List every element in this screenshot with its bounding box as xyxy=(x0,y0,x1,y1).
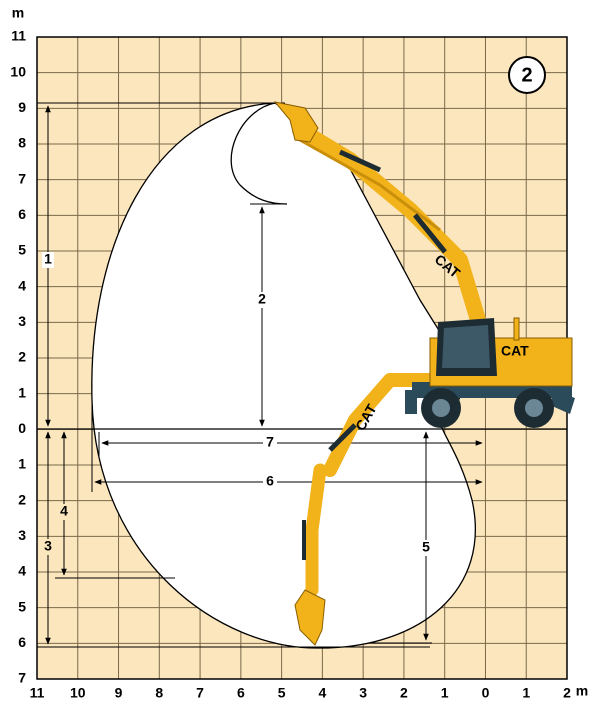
dimension-label: 4 xyxy=(60,503,68,519)
dimension-label: 7 xyxy=(266,434,274,450)
dimension-label: 2 xyxy=(258,291,266,307)
y-tick-label: 4 xyxy=(18,277,26,293)
x-tick-label: 6 xyxy=(237,685,245,701)
dimension-label: 6 xyxy=(266,473,274,489)
y-tick-label: 2 xyxy=(18,349,26,365)
chart: 1 2 3 4 5 6 7 CAT CAT CAT 2 m xyxy=(0,0,589,702)
x-tick-label: 4 xyxy=(318,685,326,701)
y-tick-label: 8 xyxy=(18,135,26,151)
y-tick-label: 3 xyxy=(18,527,26,543)
x-tick-label: 5 xyxy=(278,685,286,701)
y-tick-label: 7 xyxy=(18,170,26,186)
x-tick-label: 0 xyxy=(482,685,490,701)
y-tick-label: 0 xyxy=(18,420,26,436)
y-tick-label: 5 xyxy=(18,598,26,614)
y-tick-label: 3 xyxy=(18,313,26,329)
x-tick-label: 9 xyxy=(115,685,123,701)
x-tick-label: 10 xyxy=(70,685,86,701)
dimension-label: 5 xyxy=(422,539,430,555)
y-tick-label: 6 xyxy=(18,634,26,650)
y-tick-label: 9 xyxy=(18,99,26,115)
y-tick-label: 7 xyxy=(18,670,26,686)
unit-label: m xyxy=(12,5,24,21)
y-tick-label: 2 xyxy=(18,491,26,507)
y-tick-label: 1 xyxy=(18,384,26,400)
dimension-label: 1 xyxy=(44,251,52,267)
x-tick-label: 3 xyxy=(359,685,367,701)
diagram-number: 2 xyxy=(521,64,532,86)
dimension-label: 3 xyxy=(44,538,52,554)
x-tick-label: 2 xyxy=(400,685,408,701)
y-tick-label: 5 xyxy=(18,242,26,258)
y-tick-label: 4 xyxy=(18,563,26,579)
x-tick-label: 2 xyxy=(563,685,571,701)
logo: CAT xyxy=(501,343,529,359)
x-tick-label: 8 xyxy=(155,685,163,701)
x-tick-label: 7 xyxy=(196,685,204,701)
x-tick-label: 11 xyxy=(30,685,45,701)
x-tick-label: 1 xyxy=(441,685,449,701)
y-tick-label: 10 xyxy=(10,63,26,79)
y-tick-label: 6 xyxy=(18,206,26,222)
y-tick-label: 1 xyxy=(18,456,26,472)
x-tick-label: 1 xyxy=(522,685,530,701)
unit-label: m xyxy=(576,683,588,699)
y-tick-label: 11 xyxy=(11,28,26,44)
